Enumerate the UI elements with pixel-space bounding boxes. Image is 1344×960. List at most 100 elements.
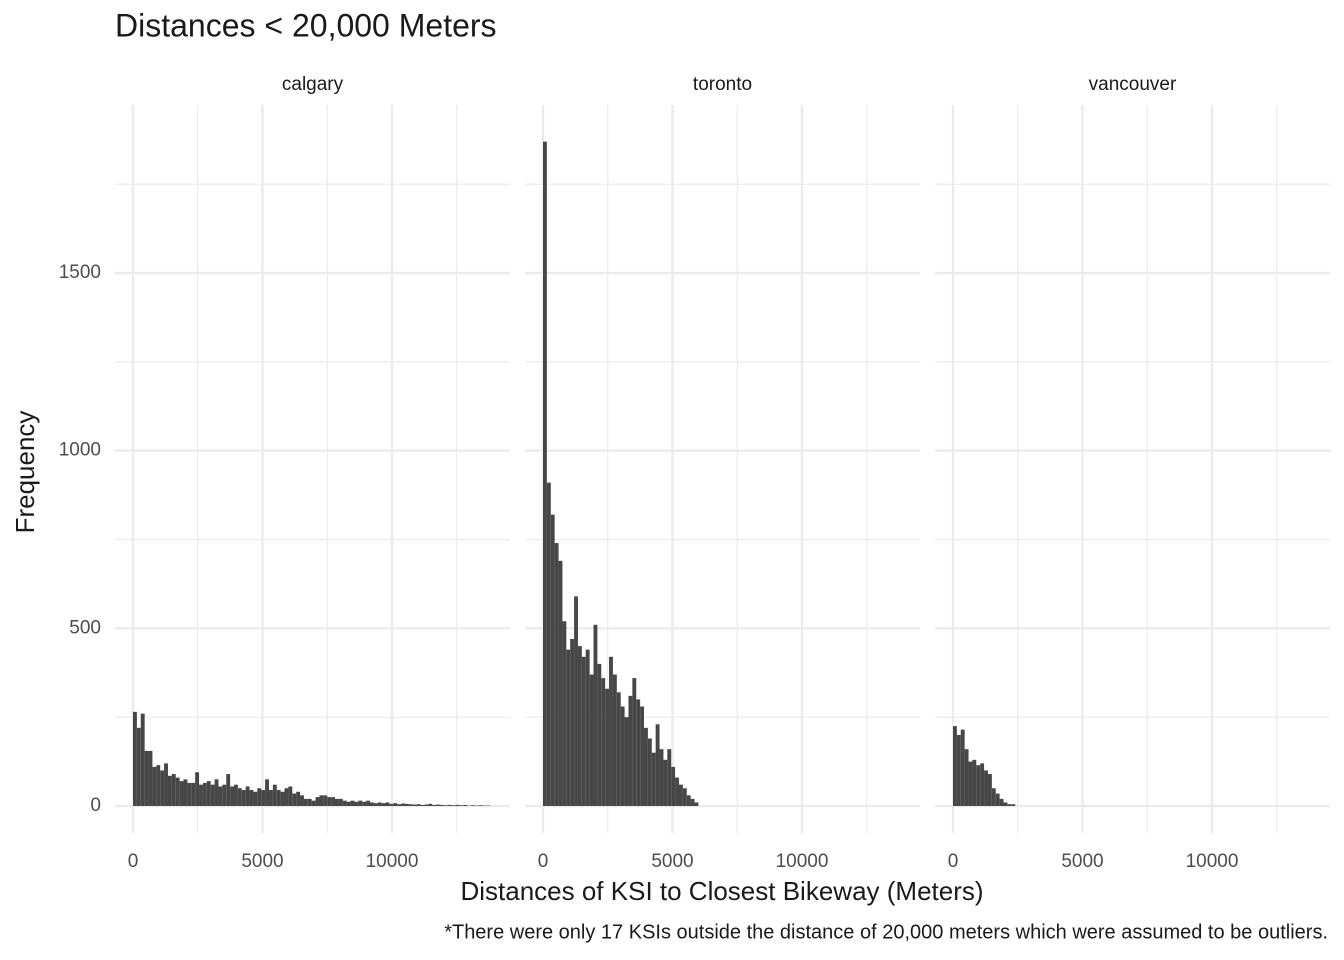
bar	[381, 803, 386, 806]
x-tick-label: 0	[948, 851, 959, 872]
bar	[276, 790, 281, 806]
bar	[315, 797, 320, 806]
bar	[671, 766, 676, 806]
bar	[210, 784, 215, 806]
bar	[234, 784, 238, 806]
bar	[566, 649, 571, 806]
bar	[690, 798, 695, 806]
bar	[443, 805, 448, 806]
bar	[585, 649, 590, 806]
x-tick-label: 10000	[1186, 851, 1239, 872]
bar	[408, 804, 413, 806]
bar	[319, 795, 324, 806]
y-tick-label: 1500	[59, 262, 101, 283]
bar	[183, 779, 188, 806]
bar	[1011, 804, 1016, 806]
bar	[167, 775, 172, 806]
bar	[346, 801, 351, 806]
bar	[338, 798, 343, 806]
bar	[206, 781, 211, 806]
bar	[373, 803, 378, 806]
bar	[401, 803, 405, 806]
bar	[593, 624, 598, 806]
bar	[995, 793, 1000, 806]
bar	[612, 674, 617, 806]
bar	[148, 750, 153, 806]
bar	[574, 596, 578, 806]
bar	[199, 784, 203, 806]
bar	[991, 788, 996, 806]
x-tick-label: 0	[538, 851, 549, 872]
bar	[447, 804, 452, 806]
bar	[253, 791, 258, 806]
bar	[455, 804, 460, 806]
bar	[420, 804, 425, 806]
bar	[432, 804, 437, 806]
x-tick-label: 5000	[1061, 851, 1103, 872]
bar	[644, 727, 648, 806]
bar	[160, 770, 165, 806]
bar	[354, 801, 359, 806]
bar	[956, 734, 961, 806]
bar	[249, 790, 254, 806]
bar	[999, 798, 1004, 806]
chart-title: Distances < 20,000 Meters	[115, 7, 497, 43]
bar	[439, 804, 444, 806]
bar	[323, 795, 328, 806]
bar	[133, 711, 137, 806]
bar	[964, 749, 969, 806]
bar	[694, 802, 699, 806]
bar	[554, 543, 559, 806]
bar	[682, 788, 687, 806]
bar	[152, 766, 157, 806]
bar	[327, 797, 332, 806]
bar	[156, 765, 161, 806]
bar	[175, 777, 180, 806]
caption: *There were only 17 KSIs outside the dis…	[444, 921, 1328, 943]
bar	[257, 788, 262, 806]
bar	[300, 795, 304, 806]
bar	[272, 784, 277, 806]
bar	[980, 763, 985, 806]
bar	[558, 560, 563, 806]
bar	[369, 802, 374, 806]
bar	[651, 752, 656, 806]
bar	[616, 692, 621, 806]
x-tick-label: 0	[128, 851, 139, 872]
bar	[311, 800, 316, 806]
bar	[550, 514, 555, 806]
bar	[675, 777, 679, 806]
bar	[144, 750, 149, 806]
facet-title: toronto	[693, 74, 752, 95]
bar	[350, 800, 355, 806]
bar	[577, 646, 582, 806]
bar	[230, 786, 235, 806]
bar	[218, 786, 223, 806]
x-tick-label: 10000	[776, 851, 829, 872]
bar	[416, 804, 421, 806]
bar	[459, 805, 464, 806]
bar	[976, 765, 981, 806]
bar	[632, 678, 637, 806]
y-tick-label: 1000	[59, 440, 101, 461]
bar	[620, 706, 625, 806]
bar	[342, 800, 347, 806]
bar	[280, 791, 285, 806]
bar	[428, 803, 433, 806]
bar	[389, 803, 394, 806]
bar	[470, 805, 475, 806]
y-tick-label: 500	[69, 617, 101, 638]
bar	[404, 803, 409, 806]
bar	[636, 699, 641, 806]
bar	[463, 804, 468, 806]
x-axis-label: Distances of KSI to Closest Bikeway (Met…	[460, 876, 983, 906]
bar	[628, 695, 633, 806]
bar	[136, 727, 141, 806]
bar	[292, 793, 297, 806]
bar	[140, 713, 145, 806]
bar	[589, 674, 594, 806]
bar	[366, 800, 370, 806]
bar	[624, 717, 629, 806]
bar	[478, 805, 483, 806]
